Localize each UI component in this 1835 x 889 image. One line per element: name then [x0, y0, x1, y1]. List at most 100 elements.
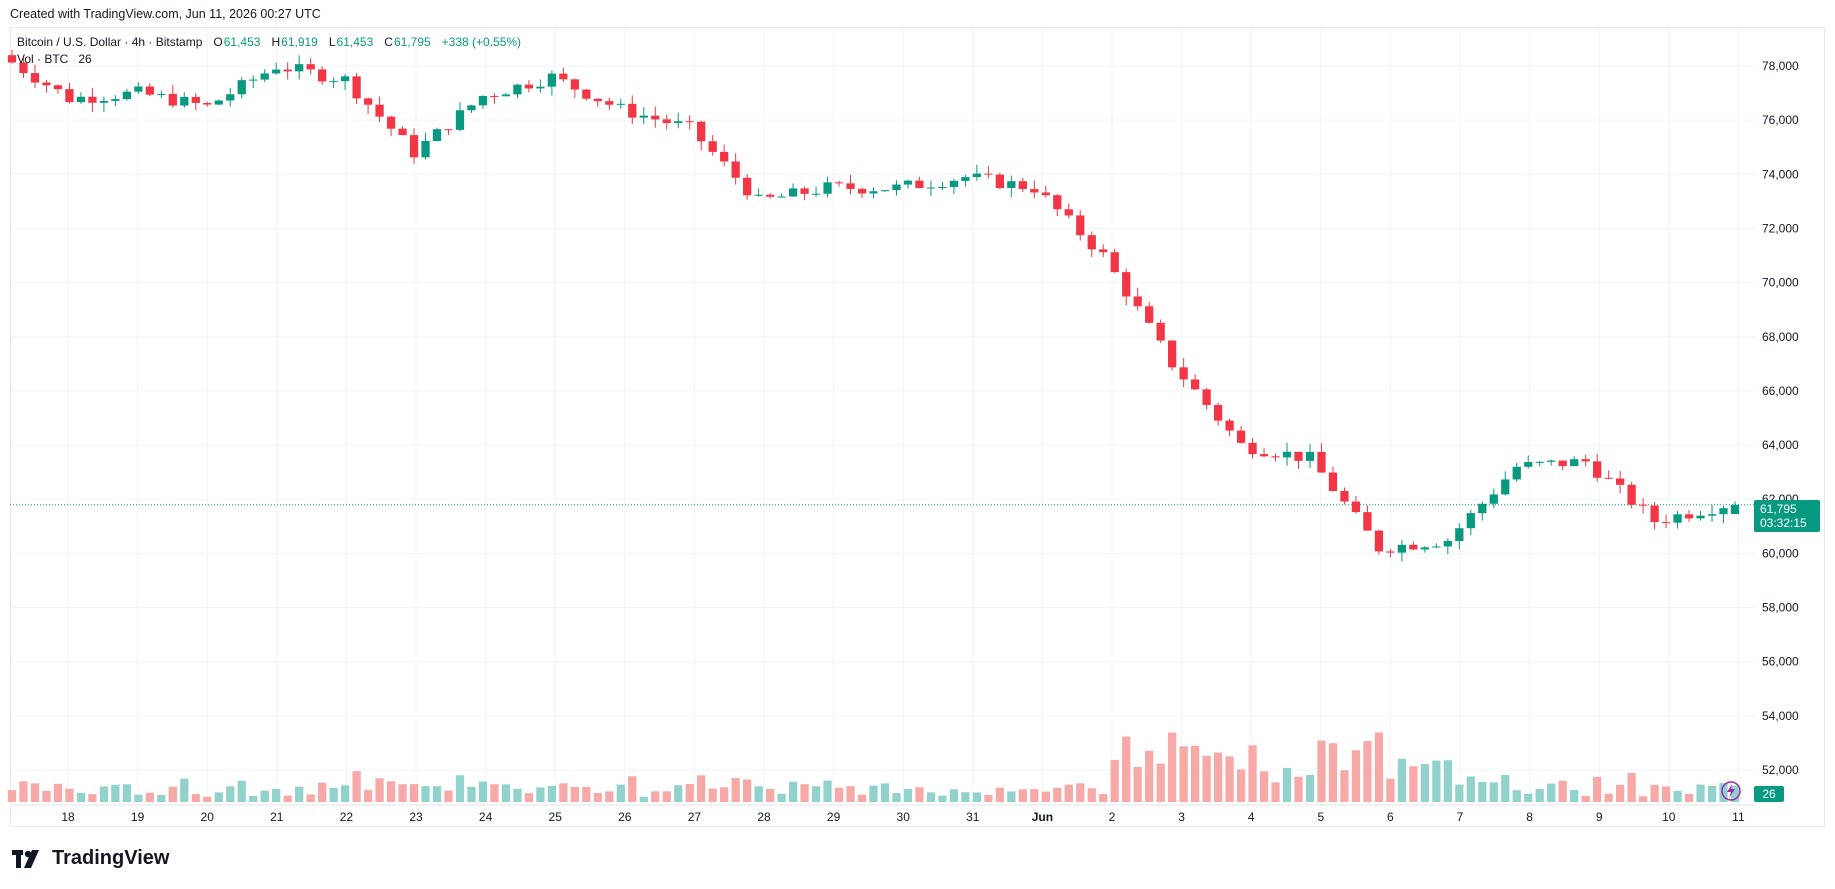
open-value: 61,453 — [223, 35, 261, 49]
candle-body — [743, 177, 752, 196]
y-tick-label: 74,000 — [1762, 167, 1799, 181]
volume-bar — [1064, 784, 1073, 802]
volume-bar — [1282, 767, 1292, 802]
candle-body — [926, 187, 936, 189]
candle-body — [513, 84, 522, 95]
volume-bar — [1570, 790, 1579, 802]
y-tick-label: 78,000 — [1762, 59, 1799, 73]
volume-bar — [834, 787, 844, 802]
volume-bar — [157, 794, 166, 802]
candle-body — [1409, 544, 1418, 550]
candle-body — [237, 80, 246, 95]
x-tick-label: 6 — [1387, 810, 1394, 824]
volume-bar — [1007, 791, 1016, 802]
candle-body — [1328, 472, 1338, 491]
volume-bar — [1535, 788, 1544, 802]
candle-body — [375, 104, 384, 117]
candle-body — [949, 180, 959, 188]
volume-bar — [1673, 790, 1682, 802]
candle-body — [857, 188, 867, 194]
candle-body — [995, 174, 1004, 189]
candle-body — [823, 182, 832, 194]
volume-value: 26 — [78, 52, 92, 66]
candle-body — [1053, 195, 1062, 210]
candle-body — [1386, 551, 1395, 553]
volume-bar — [490, 784, 499, 802]
volume-bar — [467, 786, 476, 802]
candle-body — [1696, 515, 1705, 519]
candle-body — [421, 140, 430, 158]
volume-bar — [605, 791, 614, 802]
volume-bar — [1041, 791, 1050, 802]
x-tick-label: 21 — [270, 810, 284, 824]
lightning-icon[interactable] — [1720, 780, 1742, 802]
volume-bar — [1340, 770, 1349, 802]
candle-body — [1202, 389, 1211, 405]
volume-bar — [455, 775, 465, 802]
tradingview-brand[interactable]: TradingView — [12, 847, 169, 870]
volume-bar — [1351, 750, 1361, 802]
volume-bar — [19, 781, 28, 802]
candle-body — [203, 102, 212, 105]
volume-bar — [30, 783, 40, 802]
candle-body — [915, 180, 924, 188]
volume-bar — [524, 793, 534, 802]
symbol-title[interactable]: Bitcoin / U.S. Dollar · 4h · Bitstamp — [17, 35, 203, 49]
candle-body — [1489, 494, 1498, 504]
volume-bar — [340, 785, 350, 802]
volume-bar — [754, 786, 763, 802]
volume-bar — [1236, 769, 1246, 802]
candle-body — [685, 121, 694, 123]
volume-bar — [1684, 793, 1694, 802]
candle-body — [122, 91, 132, 100]
volume-bar — [1730, 785, 1740, 802]
volume-bar — [1466, 776, 1475, 802]
candle-body — [559, 73, 568, 80]
volume-bar — [1432, 760, 1441, 802]
volume-bar — [536, 787, 545, 802]
candle-body — [490, 95, 499, 97]
volume-bar — [1110, 759, 1119, 802]
candle-body — [834, 182, 844, 184]
volume-bar — [180, 778, 189, 802]
candle-body — [1271, 456, 1280, 458]
candle-body — [1351, 501, 1361, 513]
candle-body — [455, 110, 465, 130]
volume-bar — [272, 788, 281, 802]
volume-bar — [1719, 783, 1728, 802]
candle-body — [111, 99, 120, 101]
candle-body — [524, 84, 534, 89]
volume-bar — [685, 783, 694, 802]
x-tick-label: 4 — [1248, 810, 1255, 824]
x-tick-label: 28 — [757, 810, 771, 824]
volume-bar — [961, 792, 970, 802]
volume-bar — [857, 794, 867, 802]
volume-bar — [363, 789, 373, 802]
volume-bar — [1478, 782, 1487, 802]
candle-body — [180, 96, 189, 106]
candle-body — [811, 193, 821, 195]
candle-body — [76, 96, 86, 103]
candle-body — [340, 76, 350, 82]
candle-body — [800, 188, 809, 194]
volume-bar — [1087, 788, 1096, 802]
volume-bar — [1661, 786, 1671, 802]
candle-body — [1030, 189, 1039, 193]
candle-body — [547, 73, 557, 87]
volume-bar — [1581, 795, 1590, 802]
volume-bar — [478, 781, 488, 802]
candle-body — [318, 69, 327, 82]
candle-body — [1547, 460, 1556, 462]
x-tick-label: 18 — [61, 810, 75, 824]
y-tick-label: 58,000 — [1762, 601, 1799, 615]
candle-body — [1168, 340, 1177, 368]
candle-body — [1638, 504, 1648, 506]
volume-bar — [823, 780, 832, 802]
candle-body — [593, 98, 602, 102]
candle-body — [1317, 451, 1326, 473]
volume-bar — [306, 794, 315, 802]
volume-bar — [318, 782, 327, 802]
volume-label[interactable]: Vol · BTC — [17, 52, 69, 66]
candle-body — [432, 129, 442, 141]
